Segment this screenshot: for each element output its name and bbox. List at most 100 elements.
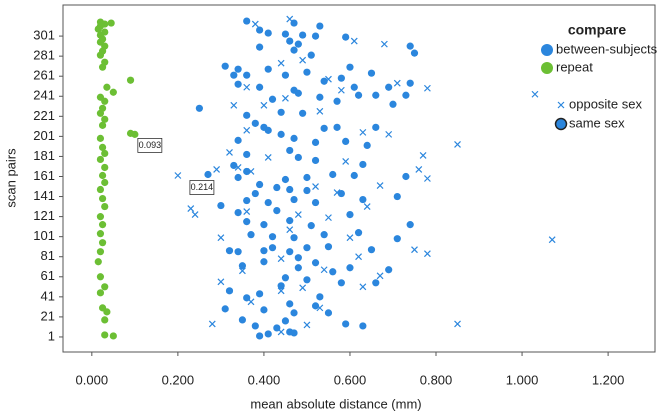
- point: [101, 178, 109, 187]
- point: [264, 330, 272, 338]
- point: [195, 104, 203, 112]
- point: [329, 268, 337, 276]
- point: [174, 172, 182, 179]
- legend-swatch: [554, 117, 568, 131]
- point: [316, 22, 324, 30]
- point: [264, 126, 272, 134]
- point: [243, 196, 251, 205]
- point: [329, 170, 337, 179]
- point: [363, 141, 371, 150]
- point: [281, 274, 290, 282]
- point: [380, 40, 388, 48]
- y-tick-label: 61: [41, 268, 55, 283]
- point: [251, 322, 259, 330]
- point: [256, 332, 264, 340]
- point: [290, 234, 298, 242]
- legend-swatch: [541, 62, 553, 74]
- point: [101, 316, 109, 324]
- point: [264, 65, 272, 73]
- point: [286, 37, 294, 45]
- point: [324, 243, 333, 251]
- point: [96, 230, 105, 238]
- point: [359, 128, 367, 136]
- point: [299, 56, 307, 64]
- y-tick-label: 301: [33, 28, 55, 43]
- point: [299, 284, 307, 292]
- point: [342, 158, 350, 165]
- point: [96, 134, 105, 142]
- legend-label: between-subjects: [556, 41, 658, 56]
- point: [251, 119, 259, 127]
- point: [96, 273, 105, 281]
- point: [406, 221, 414, 229]
- point: [350, 83, 358, 91]
- point: [294, 40, 302, 48]
- point: [548, 236, 556, 244]
- point: [101, 97, 109, 105]
- point: [243, 71, 251, 79]
- point: [359, 195, 367, 204]
- point: [286, 226, 294, 234]
- y-axis-title: scan pairs: [3, 148, 18, 208]
- point: [303, 186, 311, 195]
- point: [256, 83, 264, 91]
- point: [393, 192, 401, 201]
- y-tick-label: 41: [41, 288, 55, 303]
- point: [243, 218, 251, 226]
- point: [350, 37, 358, 45]
- point: [109, 332, 117, 340]
- point: [333, 97, 341, 105]
- y-tick-label: 201: [33, 128, 55, 143]
- annotation-box: [137, 138, 163, 153]
- annotation-box: [189, 180, 215, 195]
- point: [419, 152, 427, 159]
- point: [131, 130, 139, 138]
- point: [251, 189, 259, 198]
- point: [385, 266, 393, 274]
- point: [101, 149, 109, 158]
- y-tick-label: 221: [33, 108, 55, 123]
- point: [311, 138, 320, 146]
- point: [107, 19, 115, 27]
- point: [96, 248, 105, 256]
- point: [256, 26, 264, 34]
- point: [264, 154, 272, 161]
- point: [96, 213, 105, 221]
- point: [346, 63, 354, 71]
- point: [264, 29, 272, 37]
- point: [303, 321, 311, 329]
- point: [243, 126, 251, 134]
- point: [307, 51, 315, 59]
- point: [98, 63, 107, 71]
- point: [290, 329, 298, 337]
- point: [311, 156, 320, 165]
- point: [359, 322, 367, 330]
- point: [311, 198, 320, 207]
- point: [101, 331, 109, 339]
- point: [320, 77, 328, 85]
- point: [320, 231, 328, 239]
- point: [98, 143, 107, 152]
- point: [294, 153, 302, 162]
- point: [385, 83, 393, 91]
- point: [406, 42, 414, 50]
- annotation: 0.214: [191, 182, 214, 192]
- point: [311, 302, 320, 310]
- point: [98, 194, 107, 203]
- point: [372, 91, 380, 99]
- point: [406, 79, 414, 87]
- y-tick-label: 81: [41, 248, 55, 263]
- point: [411, 246, 418, 254]
- point: [234, 65, 242, 73]
- point: [268, 233, 277, 241]
- y-tick-label: 161: [33, 168, 55, 183]
- point: [294, 89, 302, 97]
- annotation: 0.093: [139, 140, 162, 150]
- point: [385, 130, 393, 138]
- point: [333, 123, 341, 131]
- point: [337, 86, 345, 94]
- point: [290, 195, 298, 204]
- point: [260, 258, 268, 266]
- point: [94, 25, 102, 33]
- y-tick-label: 1: [48, 328, 55, 343]
